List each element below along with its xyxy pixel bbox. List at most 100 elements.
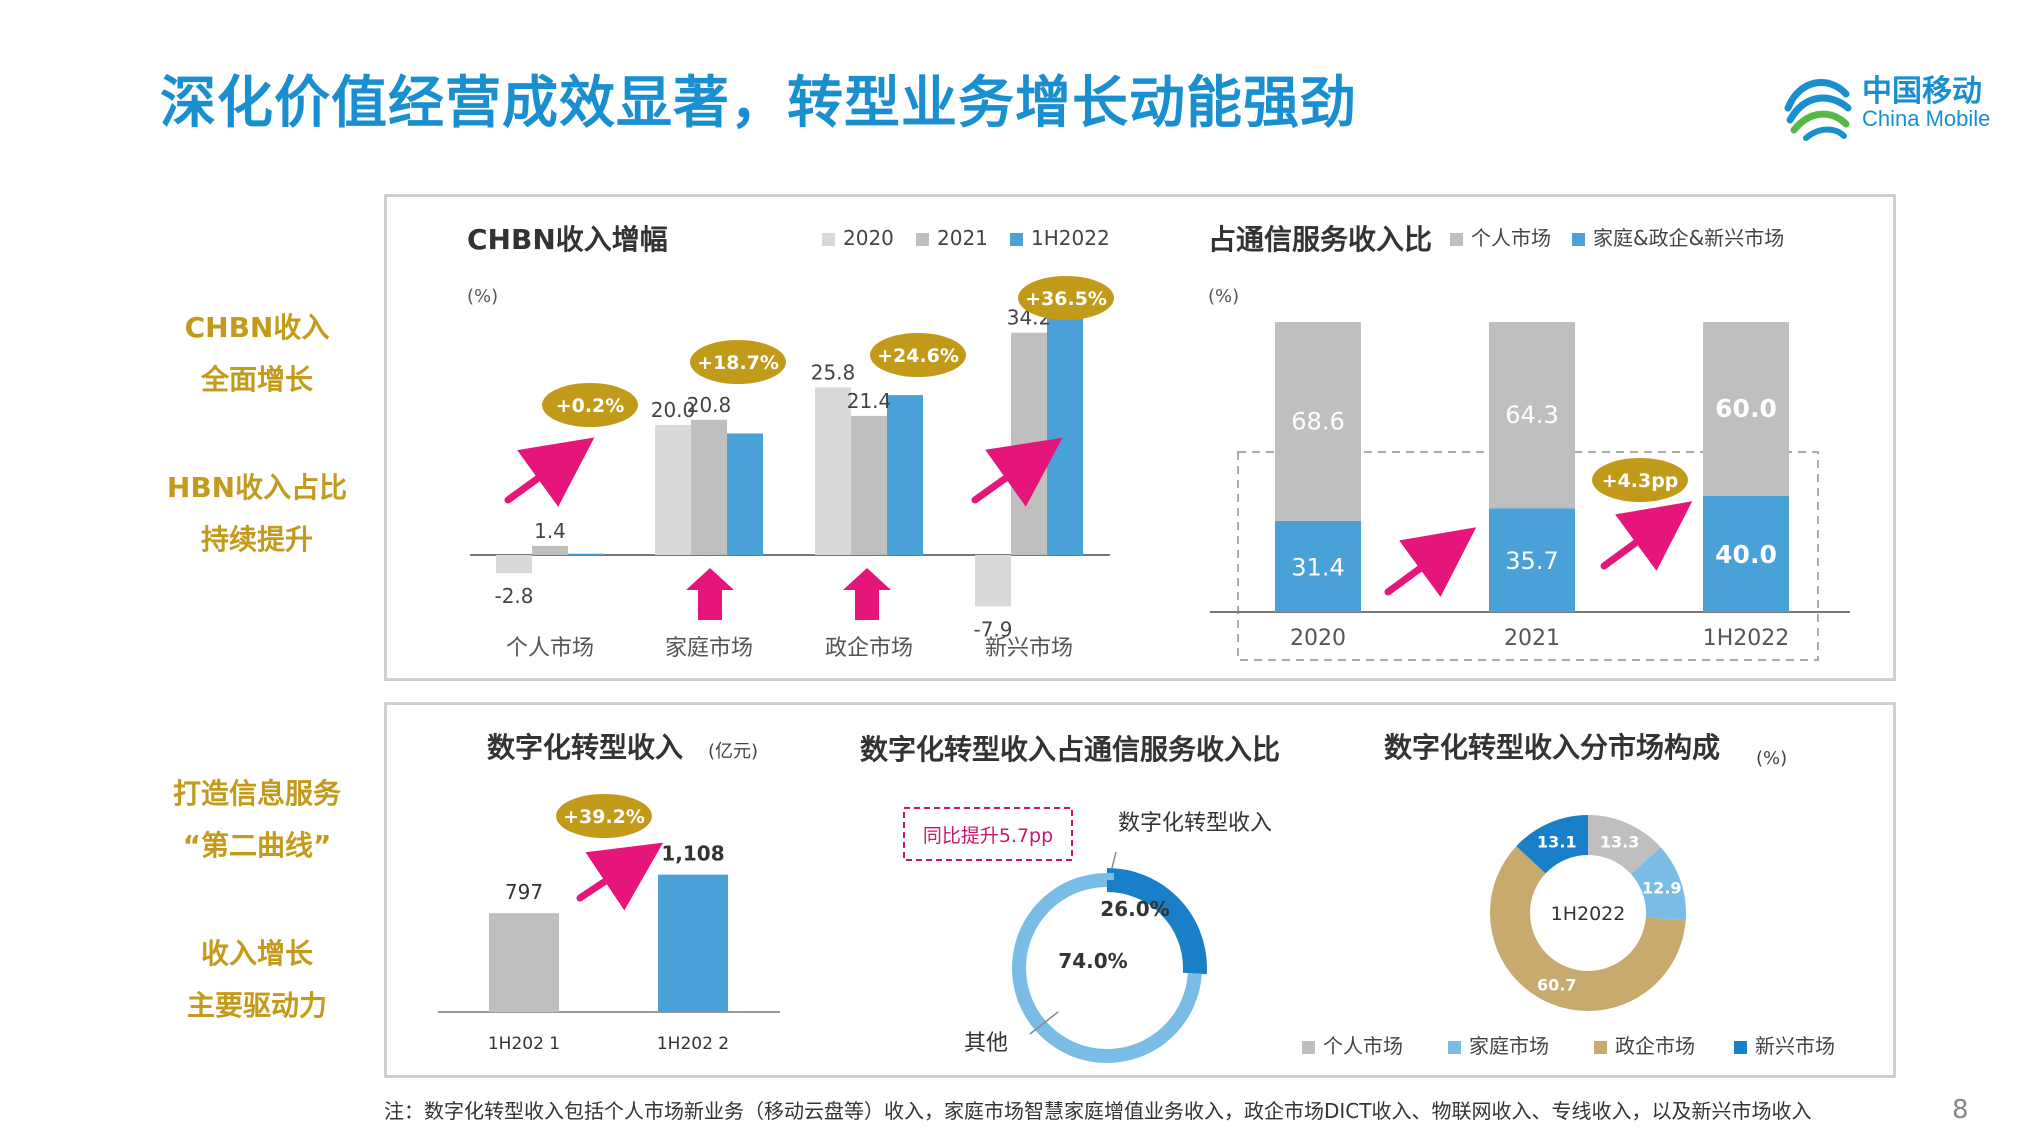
side-label: HBN收入占比	[166, 471, 348, 504]
annotation-box	[903, 807, 1073, 861]
category-label: 1H202 1	[488, 1034, 560, 1054]
legend-item-swatch	[1594, 1041, 1607, 1054]
donut-slice	[1490, 815, 1686, 1011]
legend-item: 2021	[937, 226, 988, 250]
logo-text-cn: 中国移动	[1862, 74, 1982, 109]
category-label: 2020	[1290, 626, 1346, 651]
data-label: 1,108	[661, 842, 724, 866]
data-label: 31.4	[1291, 553, 1344, 581]
side-label: 收入增长	[200, 937, 313, 970]
legend-item: 家庭&政企&新兴市场	[1593, 226, 1784, 250]
y-unit-label: (%)	[467, 286, 498, 307]
top-panel	[384, 194, 1896, 681]
data-label: 64.3	[1505, 401, 1558, 429]
bar	[1489, 322, 1575, 509]
up-arrow-icon	[843, 568, 891, 620]
slice-label: 60.7	[1537, 975, 1576, 994]
slice-label: 12.9	[1642, 879, 1681, 898]
bar	[496, 555, 532, 574]
category-label: 家庭市场	[665, 636, 753, 661]
digital-revenue-chart: 数字化转型收入 (亿元) 797 1H202 1 1,108 1H202 2 +39.2%	[438, 731, 780, 1054]
growth-badge-bg	[1018, 276, 1114, 320]
bar	[489, 913, 559, 1012]
page-title: 深化价值经营成效显著，转型业务增长动能强劲	[160, 71, 1357, 136]
data-label: -7.9	[973, 617, 1012, 641]
growth-badge-bg	[690, 340, 786, 384]
side-label: 打造信息服务	[172, 777, 341, 810]
legend-item: 2020	[843, 226, 894, 250]
chart-title: 数字化转型收入	[487, 731, 683, 764]
bar	[568, 553, 604, 555]
growth-badge-bg	[556, 794, 652, 838]
bar	[727, 433, 763, 555]
data-label: -2.8	[494, 584, 533, 608]
side-label: “第二曲线”	[182, 829, 332, 862]
growth-badge: +18.7%	[697, 352, 779, 374]
growth-badge: +36.5%	[1025, 288, 1107, 310]
bar	[532, 545, 568, 555]
bar	[1047, 317, 1083, 555]
side-label: CHBN收入	[184, 311, 330, 344]
pp-badge-bg	[1592, 458, 1688, 502]
legend-item-swatch	[1448, 1041, 1461, 1054]
legend-item-swatch	[1010, 233, 1023, 246]
data-label: 68.6	[1291, 407, 1344, 435]
up-arrow-icon	[686, 568, 734, 620]
share-chart: 占通信服务收入比 个人市场 家庭&政企&新兴市场 (%) 31.4 68.6 2020 35.…	[1208, 223, 1850, 661]
logo-text-en: China Mobile	[1862, 106, 1991, 131]
footnote: 注：数字化转型收入包括个人市场新业务（移动云盘等）收入，家庭市场智慧家庭增值业务…	[384, 1099, 1812, 1123]
callout-label: 其他	[964, 1031, 1008, 1056]
growth-badge: +24.6%	[877, 345, 959, 367]
legend-item: 个人市场	[1471, 226, 1551, 250]
growth-badge-bg	[542, 383, 638, 427]
data-label: 40.0	[1715, 540, 1777, 569]
legend-item-swatch	[822, 233, 835, 246]
data-label: 21.4	[847, 389, 892, 413]
category-label: 个人市场	[506, 636, 594, 661]
category-label: 1H2022	[1703, 626, 1790, 651]
slice-label: 13.1	[1537, 833, 1576, 852]
growth-arrow-icon	[504, 437, 595, 507]
legend-item-swatch	[1734, 1041, 1747, 1054]
legend-item: 家庭市场	[1469, 1034, 1549, 1058]
legend-item: 个人市场	[1323, 1034, 1403, 1058]
category-label: 1H202 2	[657, 1034, 729, 1054]
bar	[975, 555, 1011, 607]
legend-item: 新兴市场	[1755, 1034, 1835, 1058]
legend-item: 1H2022	[1031, 226, 1110, 250]
unit-label: (%)	[1756, 748, 1787, 769]
bar	[1703, 322, 1789, 496]
donut-slice	[1490, 815, 1686, 1011]
bar	[655, 425, 691, 555]
bar	[815, 387, 851, 555]
category-label: 政企市场	[825, 636, 913, 661]
slice-label: 26.0%	[1100, 897, 1169, 921]
bar	[1703, 496, 1789, 612]
highlight-box	[1237, 451, 1819, 661]
center-label: 1H2022	[1551, 903, 1626, 925]
bar	[1275, 322, 1361, 521]
bottom-panel	[384, 702, 1896, 1078]
legend-item: 政企市场	[1615, 1034, 1695, 1058]
chart-title: 数字化转型收入占通信服务收入比	[860, 733, 1280, 766]
bar	[691, 419, 727, 555]
growth-arrow-icon	[971, 437, 1063, 507]
market-mix-donut: 数字化转型收入分市场构成 (%) 13.3 12.9 60.7 13.1 1H2022 个人市…	[1302, 731, 1835, 1058]
legend-item-swatch	[1450, 233, 1463, 246]
growth-badge: +39.2%	[563, 806, 645, 828]
growth-arrow-icon	[576, 842, 664, 911]
legend-item-swatch	[1572, 233, 1585, 246]
chbn-chart: CHBN收入增幅 (%) 2020 2021 1H2022 -2.8 1.4 个人市场 20.0…	[467, 223, 1114, 661]
data-label: 60.0	[1715, 394, 1777, 423]
data-label: 25.8	[811, 360, 856, 384]
data-label: 20.0	[651, 398, 696, 422]
bar	[1275, 520, 1361, 612]
donut-slice	[1012, 873, 1202, 1063]
china-mobile-logo: 中国移动 China Mobile	[1780, 60, 2000, 150]
unit-label: (亿元)	[708, 741, 758, 762]
logo-mark-icon	[1784, 79, 1852, 141]
bar	[1011, 332, 1047, 555]
data-label: 1.4	[534, 519, 566, 543]
legend-item-swatch	[1302, 1041, 1315, 1054]
